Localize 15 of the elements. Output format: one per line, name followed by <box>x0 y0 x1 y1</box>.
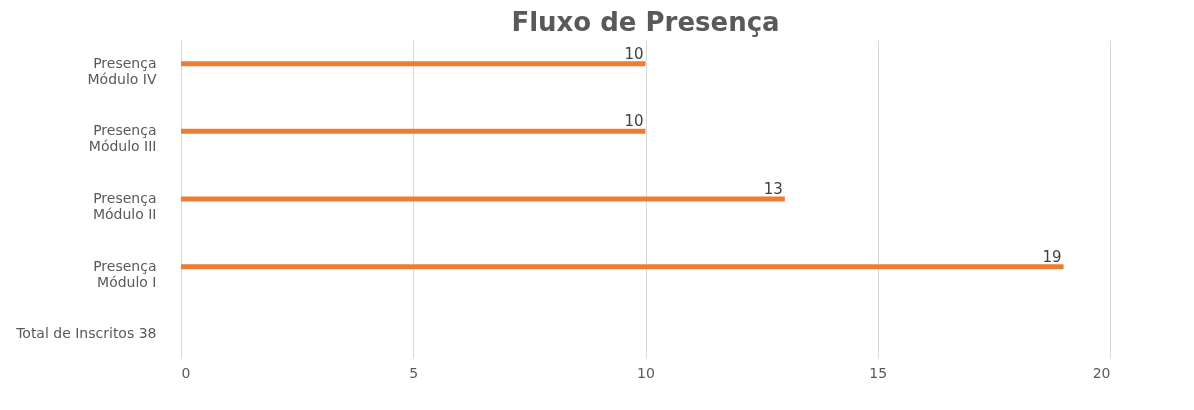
chart-title: Fluxo de Presença <box>511 7 780 37</box>
y-tick-label: Presença Módulo II <box>92 190 157 222</box>
data-label: 19 <box>1042 247 1062 266</box>
y-tick-label: Presença Módulo IV <box>87 54 157 87</box>
x-tick-label: 15 <box>869 364 888 381</box>
x-tick-label: 10 <box>637 364 655 381</box>
x-tick-label: 20 <box>1092 364 1111 381</box>
x-tick-label: 0 <box>181 364 191 381</box>
x-tick-label: 5 <box>409 364 419 381</box>
y-tick-label: Total de Inscritos 38 <box>15 325 157 342</box>
data-label: 10 <box>624 44 644 63</box>
data-label: 10 <box>624 112 644 131</box>
y-tick-label: Presença Módulo I <box>93 257 157 290</box>
data-label: 13 <box>763 180 783 198</box>
y-tick-label: Presença Módulo III <box>88 122 157 155</box>
